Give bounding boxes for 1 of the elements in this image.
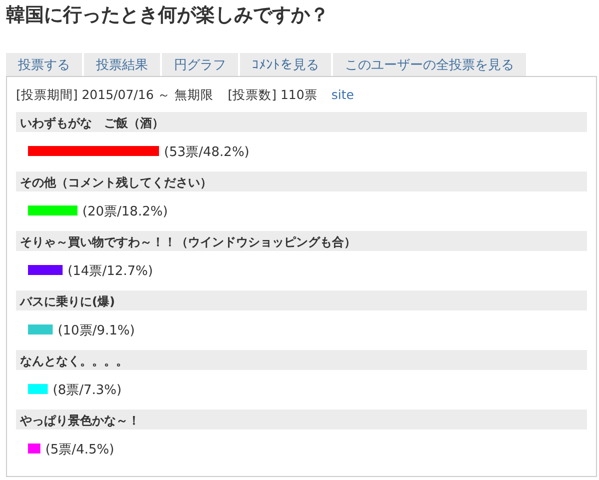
title: 韓国に行ったとき何が楽しみですか？ xyxy=(6,4,329,26)
